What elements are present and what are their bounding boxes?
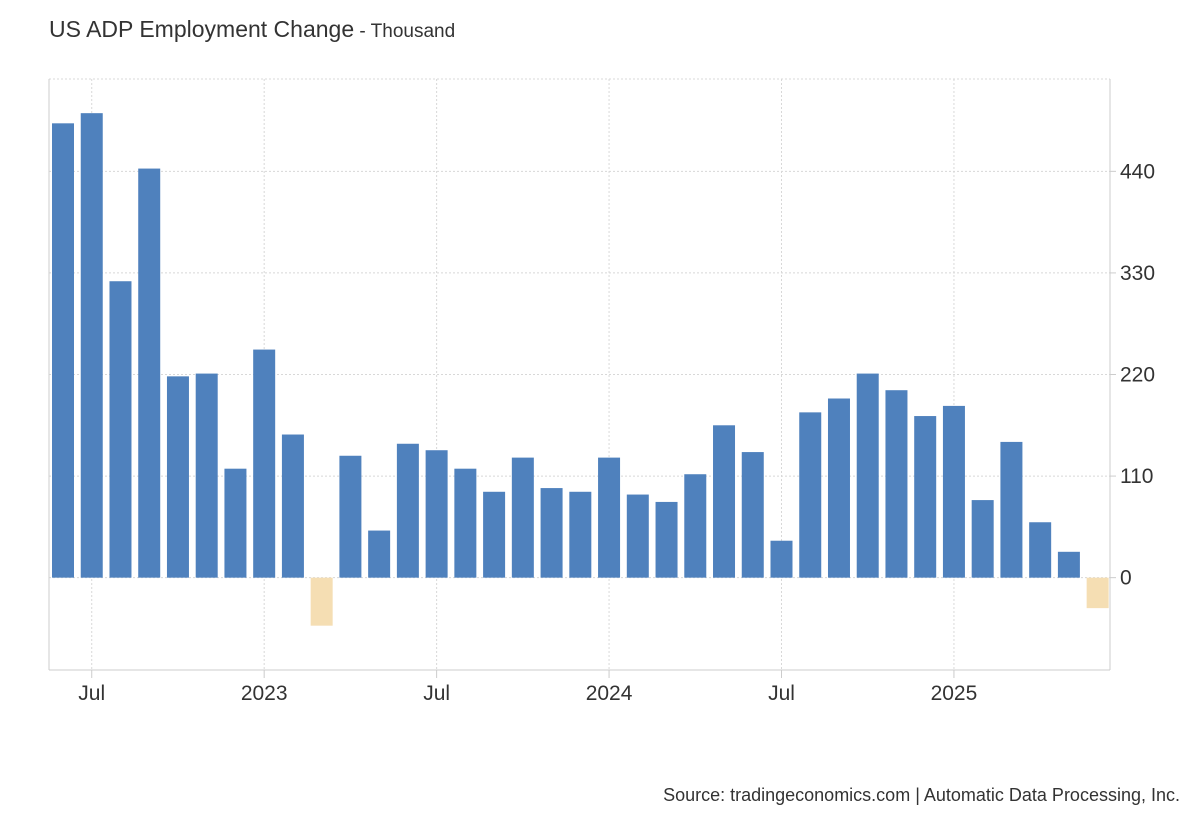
bar-chart: 0 110 220 330 440 Jul 2023 Jul 2024 Jul 2025: [48, 78, 1155, 705]
y-axis-ticks: 0 110 220 330 440: [1110, 160, 1155, 590]
bar: [281, 434, 304, 578]
bar: [914, 416, 937, 578]
chart-title-row: US ADP Employment Change - Thousand: [49, 16, 455, 43]
y-tick-label: 220: [1120, 364, 1155, 387]
x-tick-label: 2025: [931, 682, 978, 705]
bar: [109, 281, 132, 578]
bar: [655, 501, 678, 578]
bar: [138, 168, 161, 578]
chart-unit-label: Thousand: [370, 21, 456, 42]
bar: [1086, 577, 1109, 609]
y-tick-label: 440: [1120, 160, 1155, 183]
x-tick-label: 2024: [586, 682, 633, 705]
y-tick-label: 330: [1120, 262, 1155, 285]
bar: [310, 577, 333, 626]
bar: [540, 488, 563, 578]
bar: [598, 457, 621, 578]
bar: [483, 491, 506, 578]
bar: [626, 494, 649, 578]
bar: [971, 500, 994, 578]
bar: [713, 425, 736, 578]
bar: [770, 540, 793, 578]
source-credit: Source: tradingeconomics.com | Automatic…: [663, 785, 1180, 805]
bar: [454, 468, 477, 578]
y-tick-label: 110: [1120, 465, 1153, 488]
bar: [396, 443, 419, 578]
x-axis-ticks: Jul 2023 Jul 2024 Jul 2025: [78, 670, 977, 705]
bar: [80, 113, 103, 578]
title-separator: -: [354, 21, 371, 42]
bar: [368, 530, 391, 578]
bar: [827, 398, 850, 578]
bar: [569, 491, 592, 578]
bar: [1029, 522, 1052, 578]
bar: [339, 455, 362, 578]
bar: [1057, 551, 1080, 578]
bar: [885, 390, 908, 578]
bar: [856, 373, 879, 578]
x-tick-label: Jul: [78, 682, 105, 705]
x-tick-label: 2023: [241, 682, 288, 705]
y-tick-label: 0: [1120, 567, 1132, 590]
bar: [511, 457, 534, 578]
bar: [799, 412, 822, 578]
bar: [224, 468, 247, 578]
bar: [684, 474, 707, 578]
bar: [425, 450, 448, 578]
chart-title: US ADP Employment Change: [49, 16, 355, 42]
bar: [942, 405, 965, 578]
bars: [52, 113, 1109, 626]
bar: [253, 349, 276, 578]
bar: [166, 376, 189, 578]
x-tick-label: Jul: [768, 682, 795, 705]
bar: [195, 373, 218, 578]
bar: [1000, 441, 1023, 578]
bar: [52, 123, 74, 578]
x-tick-label: Jul: [423, 682, 450, 705]
bar: [741, 452, 764, 578]
